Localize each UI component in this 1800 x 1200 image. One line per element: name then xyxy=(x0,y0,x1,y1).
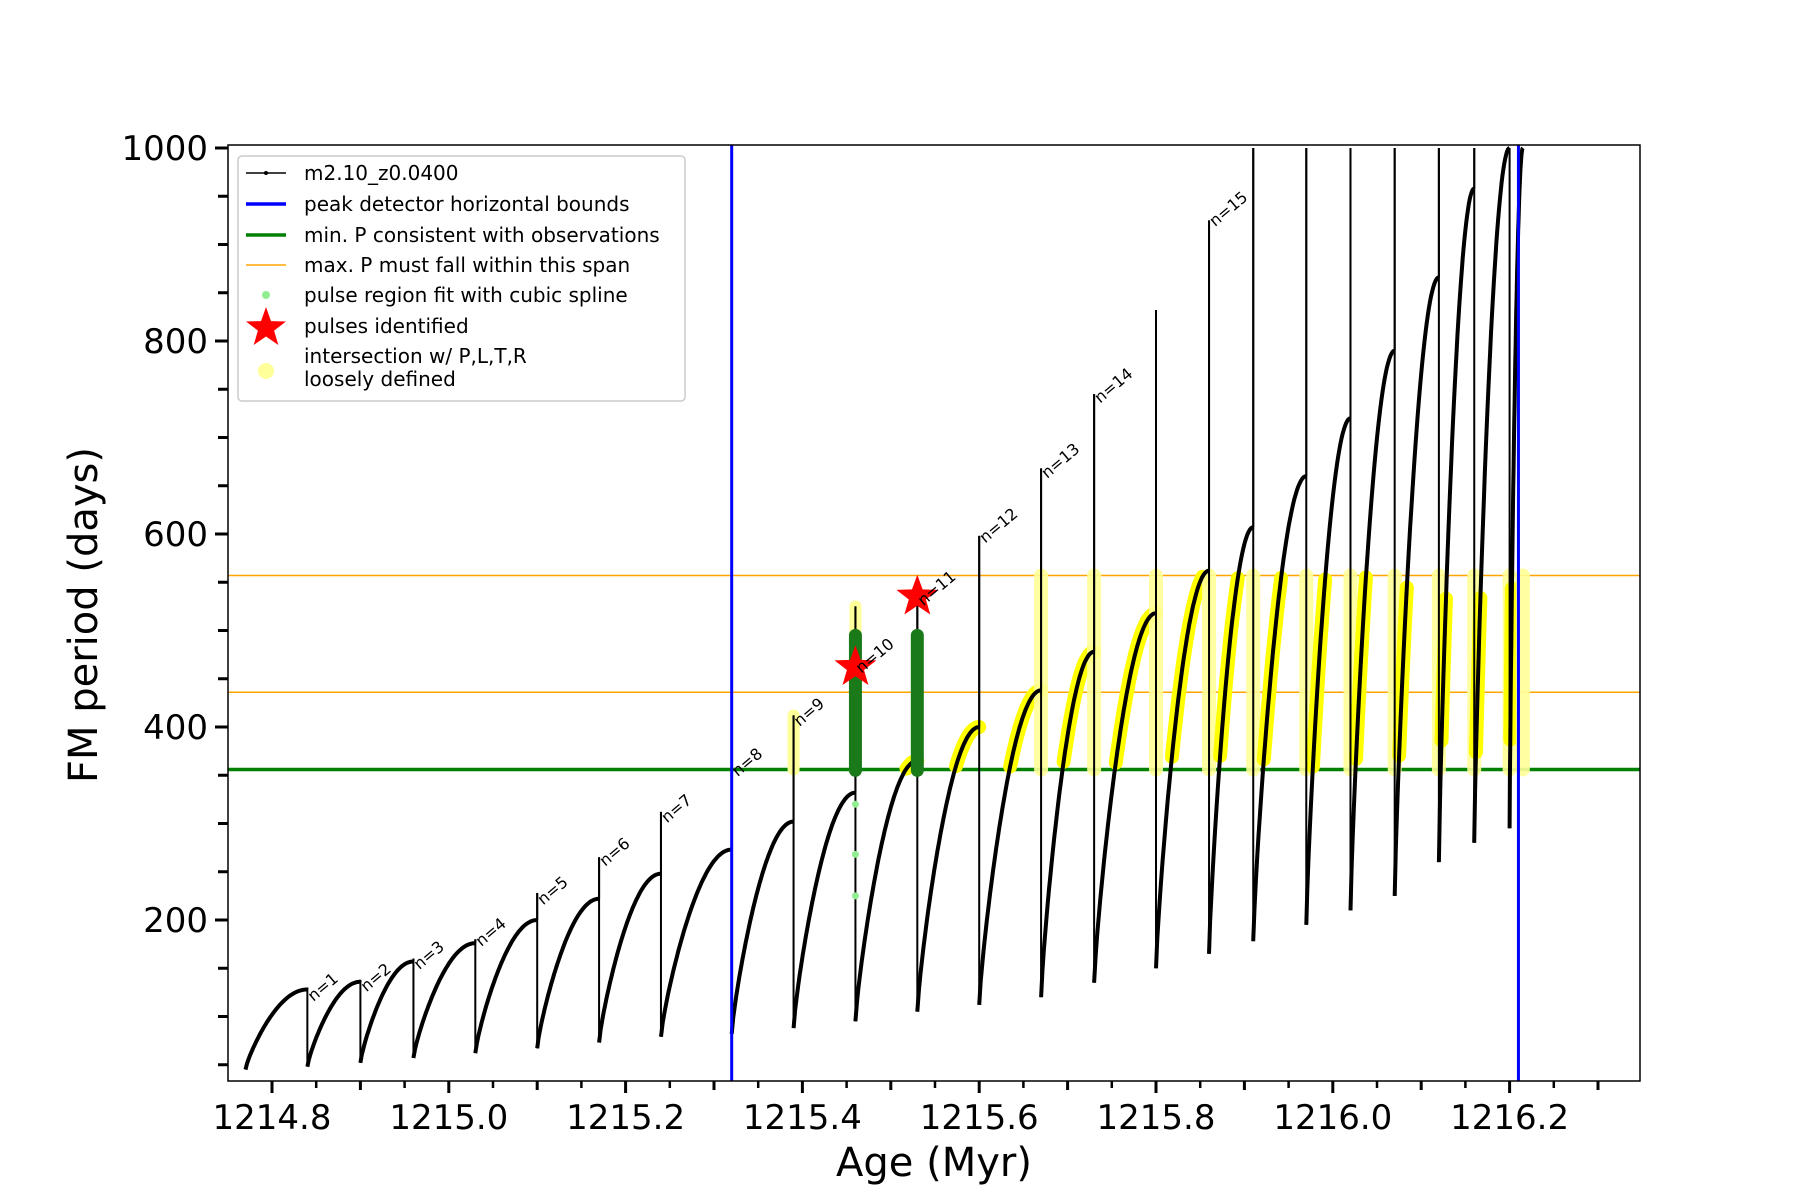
series-cycle-6 xyxy=(535,896,600,1049)
period-series xyxy=(243,146,1525,1071)
pulses-identified-markers xyxy=(834,574,939,685)
series-cycle-17 xyxy=(1207,525,1255,954)
legend-label: pulses identified xyxy=(304,314,469,338)
y-tick-label: 400 xyxy=(143,708,208,748)
x-tick-label: 1215.0 xyxy=(389,1098,508,1138)
series-cycle-3 xyxy=(358,959,415,1064)
x-tick-label: 1215.8 xyxy=(1097,1098,1216,1138)
series-cycle-12 xyxy=(915,725,980,1012)
x-tick-label: 1215.2 xyxy=(566,1098,685,1138)
series-cycle-4 xyxy=(411,941,476,1059)
y-tick-label: 200 xyxy=(143,901,208,941)
spline-fit-point xyxy=(851,850,859,858)
series-cycle-18 xyxy=(1251,474,1307,942)
legend-label: peak detector horizontal bounds xyxy=(304,192,630,216)
legend-entry: min. P consistent with observations xyxy=(246,223,660,247)
y-tick-label: 800 xyxy=(143,322,208,362)
series-cycle-20 xyxy=(1348,348,1396,911)
spline-fit-point xyxy=(851,892,859,900)
series-cycle-23 xyxy=(1472,146,1511,843)
series-cycle-5 xyxy=(473,918,538,1054)
series-cycle-15 xyxy=(1092,611,1157,983)
legend-label: pulse region fit with cubic spline xyxy=(304,283,628,307)
series-cycle-2 xyxy=(305,979,362,1068)
legend-star-marker xyxy=(246,307,286,345)
series-cycle-7 xyxy=(597,871,662,1043)
legend-dot-marker xyxy=(264,171,268,175)
legend-label: intersection w/ P,L,T,R xyxy=(304,344,527,368)
series-cycle-21 xyxy=(1392,275,1440,896)
series-cycle-24 xyxy=(1507,146,1525,829)
legend-label: max. P must fall within this span xyxy=(304,253,630,277)
legend-label: min. P consistent with observations xyxy=(304,223,660,247)
series-cycle-14 xyxy=(1039,649,1095,998)
series-cycle-8 xyxy=(659,847,732,1038)
pulse-identified-star xyxy=(896,574,939,615)
series-cycle-19 xyxy=(1304,416,1352,925)
x-tick-label: 1215.4 xyxy=(743,1098,862,1138)
x-tick-label: 1214.8 xyxy=(213,1098,332,1138)
series-cycle-11 xyxy=(853,758,918,1022)
legend-circle-marker xyxy=(258,363,274,379)
y-tick-label: 600 xyxy=(143,515,208,555)
x-tick-label: 1216.0 xyxy=(1273,1098,1392,1138)
x-tick-label: 1216.2 xyxy=(1450,1098,1569,1138)
legend-entry: pulses identified xyxy=(246,307,469,345)
series-cycle-9 xyxy=(729,819,794,1035)
series-cycle-13 xyxy=(977,688,1042,1006)
x-tick-label: 1215.6 xyxy=(920,1098,1039,1138)
legend-label-line2: loosely defined xyxy=(304,367,456,391)
legend-entry: peak detector horizontal bounds xyxy=(246,192,630,216)
legend-dot-marker xyxy=(262,291,270,299)
vertical-bound-lines xyxy=(730,145,1520,1081)
legend-box xyxy=(237,155,686,402)
y-axis-title: FM period (days) xyxy=(61,447,107,783)
pulse-identified-star xyxy=(834,645,877,685)
legend-entry: pulse region fit with cubic spline xyxy=(262,283,628,307)
spline-fit-point xyxy=(851,800,859,808)
legend-entry: max. P must fall within this span xyxy=(246,253,630,277)
axes: 1214.8 1215.0 1215.2 1215.4 1215.6 1215.8 1216… xyxy=(121,129,1600,1138)
series-cycle-10 xyxy=(791,790,856,1029)
series-cycle-1 xyxy=(243,987,308,1071)
y-tick-label: 1000 xyxy=(121,129,208,169)
series-cycle-22 xyxy=(1436,186,1476,863)
series-cycle-16 xyxy=(1154,568,1210,969)
x-axis-title: Age (Myr) xyxy=(836,1140,1032,1186)
legend-entry: m2.10_z0.0400 xyxy=(246,161,459,185)
legend-label: m2.10_z0.0400 xyxy=(304,161,459,185)
